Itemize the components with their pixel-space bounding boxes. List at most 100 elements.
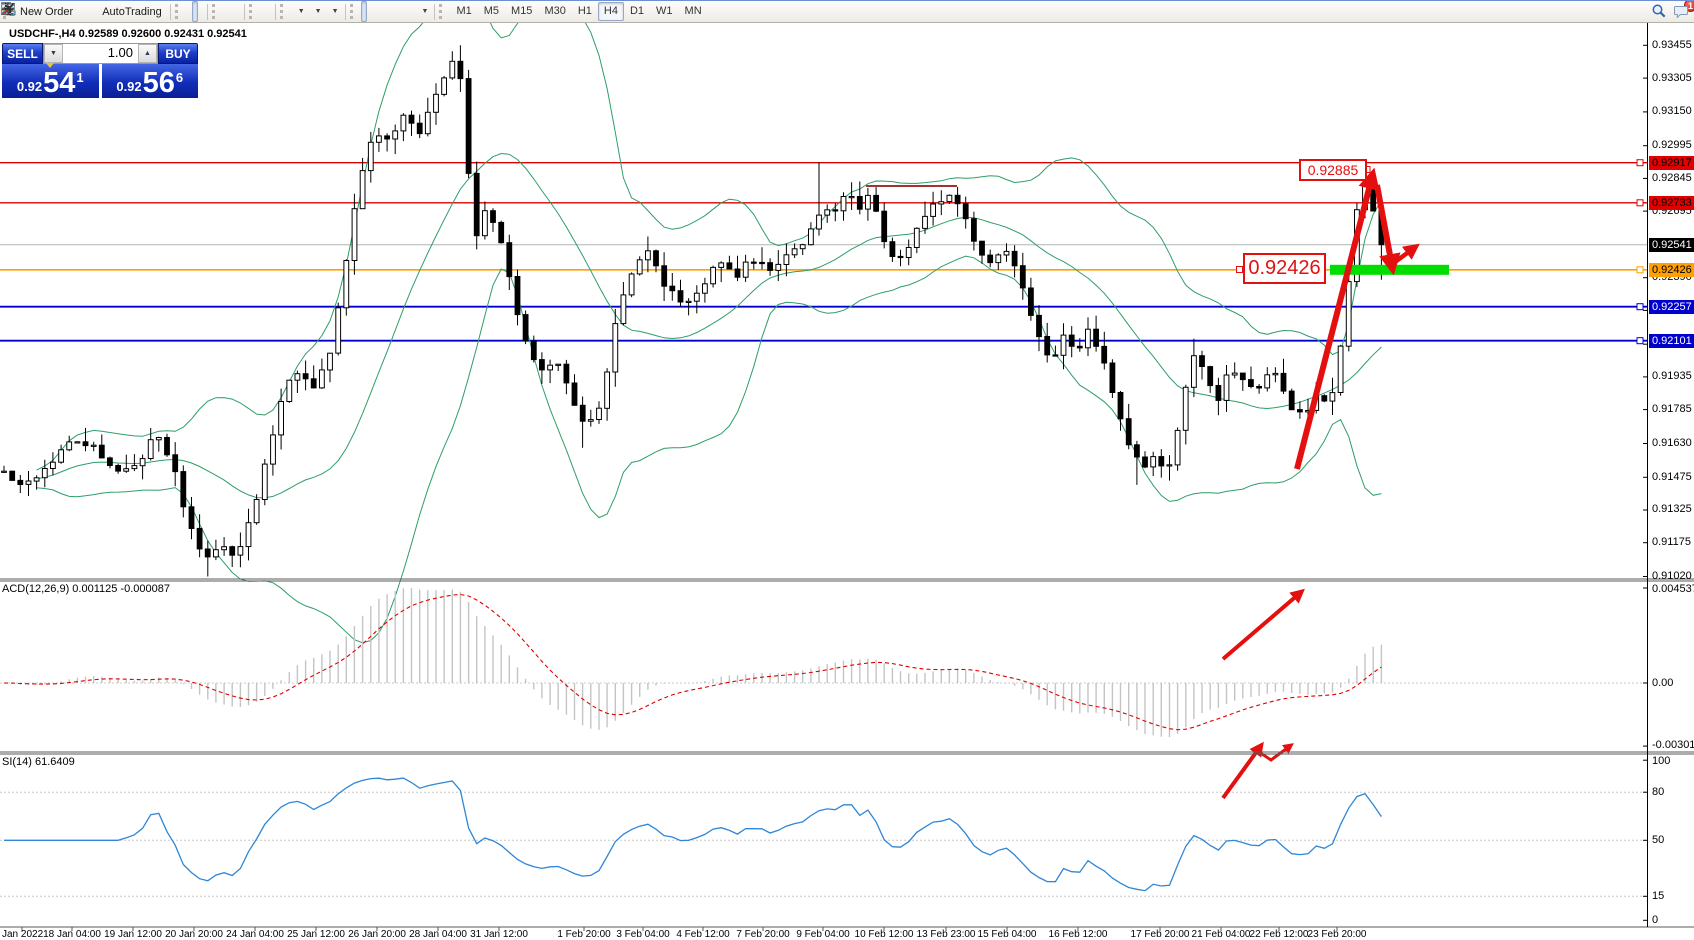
level-anchor-square[interactable] [1636,159,1644,167]
price-tick-label: 0.91630 [1652,437,1692,449]
time-axis-label: 19 Jan 12:00 [104,929,162,940]
timeframe-d1-button[interactable]: D1 [629,5,645,17]
buy-price-sup: 6 [175,70,184,85]
new-order-label: New Order [20,5,74,18]
periods-caret-icon[interactable]: ▼ [314,8,322,15]
price-annotation-high[interactable]: 0.92885 [1299,159,1367,181]
price-line-label-0.92426[interactable]: 0.92426 [1649,263,1694,277]
buy-button[interactable]: BUY [158,43,198,64]
timeframe-m5-button[interactable]: M5 [483,5,500,17]
volume-input[interactable]: 1.00 [107,45,133,60]
macd-tick-label: -0.003016 [1652,739,1694,751]
toolbar-separator [243,3,245,20]
bollinger-upper-band [36,23,1382,471]
level-anchor-square[interactable] [1636,337,1644,345]
sell-button[interactable]: SELL [2,43,43,64]
time-axis-label: 31 Jan 12:00 [470,929,528,940]
chart-title: USDCHF-,H4 0.92589 0.92600 0.92431 0.925… [9,28,247,40]
time-axis-label: 9 Feb 04:00 [796,929,850,940]
toolbar-grip [439,4,447,19]
time-axis-label: 21 Feb 04:00 [1191,929,1251,940]
svg-text:A: A [4,3,13,17]
volume-stepper: ▼ 1.00 ▲ [43,43,158,64]
time-axis-label: 28 Jan 04:00 [409,929,467,940]
sell-price-display[interactable]: 0.92 54 1 [2,63,99,98]
timeframe-m1-button[interactable]: M1 [456,5,472,17]
templates-caret-icon[interactable]: ▼ [331,8,339,15]
text-button[interactable]: A [4,1,409,22]
macd-histogram [11,588,1383,738]
notifications-button[interactable]: 1 [1673,1,1694,21]
one-click-trade-panel: SELL ▼ 1.00 ▲ BUY 0.92 54 1 0.92 56 6 [2,43,198,98]
rsi-tick-label: 80 [1652,786,1665,798]
time-axis-label: 13 Feb 23:00 [916,929,976,940]
arrows-tool-caret-icon[interactable]: ▼ [421,8,429,15]
toolbar-separator [344,3,346,20]
bear-candles [9,60,1385,558]
time-axis-label: 7 Feb 20:00 [736,929,790,940]
main-chart-arrow-3[interactable] [1389,243,1420,267]
arrows-tool-button[interactable]: ▼ [1,1,432,22]
indicators-caret-icon[interactable]: ▼ [297,8,305,15]
toolbar-separator [169,3,171,20]
price-line-label-0.92541[interactable]: 0.92541 [1649,238,1694,252]
toolbar-grip [248,4,257,19]
price-annotation-zone[interactable]: 0.92426 [1243,253,1326,284]
time-axis-label: 18 Jan 04:00 [43,929,101,940]
toolbar-grip [174,4,183,19]
price-line-label-0.92733[interactable]: 0.92733 [1649,196,1694,210]
timeframe-h4-button[interactable]: H4 [597,2,624,21]
price-tick-label: 0.91475 [1652,471,1692,483]
toolbar-separator [274,3,276,20]
rsi-arrow[interactable] [1221,741,1264,800]
timeframe-h1-button[interactable]: H1 [577,5,592,17]
price-line-label-0.92101[interactable]: 0.92101 [1649,334,1694,348]
price-line-label-0.92257[interactable]: 0.92257 [1649,300,1694,314]
time-axis-label: Jan 2022 [2,929,44,940]
toolbar-grip [349,4,358,19]
volume-decrease-button[interactable]: ▼ [44,44,63,63]
price-line-label-0.92917[interactable]: 0.92917 [1649,156,1694,170]
main-chart-arrow-2[interactable] [1374,184,1401,276]
time-axis-label: 24 Jan 04:00 [226,929,284,940]
timeframe-m15-button[interactable]: M15 [511,5,533,17]
toolbar-separator [434,3,436,20]
rsi-tick-label: 100 [1652,755,1671,767]
price-divider [98,64,102,98]
time-axis-label: 23 Feb 20:00 [1307,929,1367,940]
macd-arrow[interactable] [1221,588,1305,661]
level-anchor-square[interactable] [1636,266,1644,274]
sell-marker-icon [46,63,55,68]
main-chart-arrow-1[interactable] [1294,167,1380,470]
rsi-tick-label: 50 [1652,834,1665,846]
toolbar: New Order AutoTrading ▼ ▼ ▼ E F A T ▼ M1 M5 M15 M30 H1… [0,1,1694,23]
search-button[interactable] [1651,3,1669,21]
autotrading-label: AutoTrading [102,5,162,18]
timeframe-m30-button[interactable]: M30 [544,5,566,17]
time-axis-label: 4 Feb 12:00 [676,929,730,940]
text-label-button[interactable]: T [1,1,415,22]
time-axis-label: 17 Feb 20:00 [1130,929,1190,940]
timeframe-w1-button[interactable]: W1 [656,5,673,17]
volume-increase-button[interactable]: ▲ [138,44,157,63]
svg-text:T: T [5,4,10,14]
bull-candles [1,60,1368,558]
svg-text:F: F [10,11,14,18]
price-tick-label: 0.92845 [1652,172,1692,184]
toolbar-right: 1 [1651,1,1694,21]
rsi-tick-label: 15 [1652,890,1665,902]
bollinger-middle-band [36,152,1382,499]
level-anchor-square[interactable] [1636,199,1644,207]
timeframe-mn-button[interactable]: MN [684,5,702,17]
level-anchor-square[interactable] [1636,303,1644,311]
zone-label-anchor[interactable] [1236,266,1243,273]
rsi-zigzag-arrow[interactable] [1255,743,1294,762]
macd-signal-line [3,593,1382,731]
macd-indicator-label: ACD(12,26,9) 0.001125 -0.000087 [2,583,170,595]
time-axis-label: 16 Feb 12:00 [1048,929,1108,940]
buy-price-display[interactable]: 0.92 56 6 [101,64,198,98]
macd-tick-label: 0.004537 [1652,583,1694,595]
toolbar-separator [206,3,208,20]
